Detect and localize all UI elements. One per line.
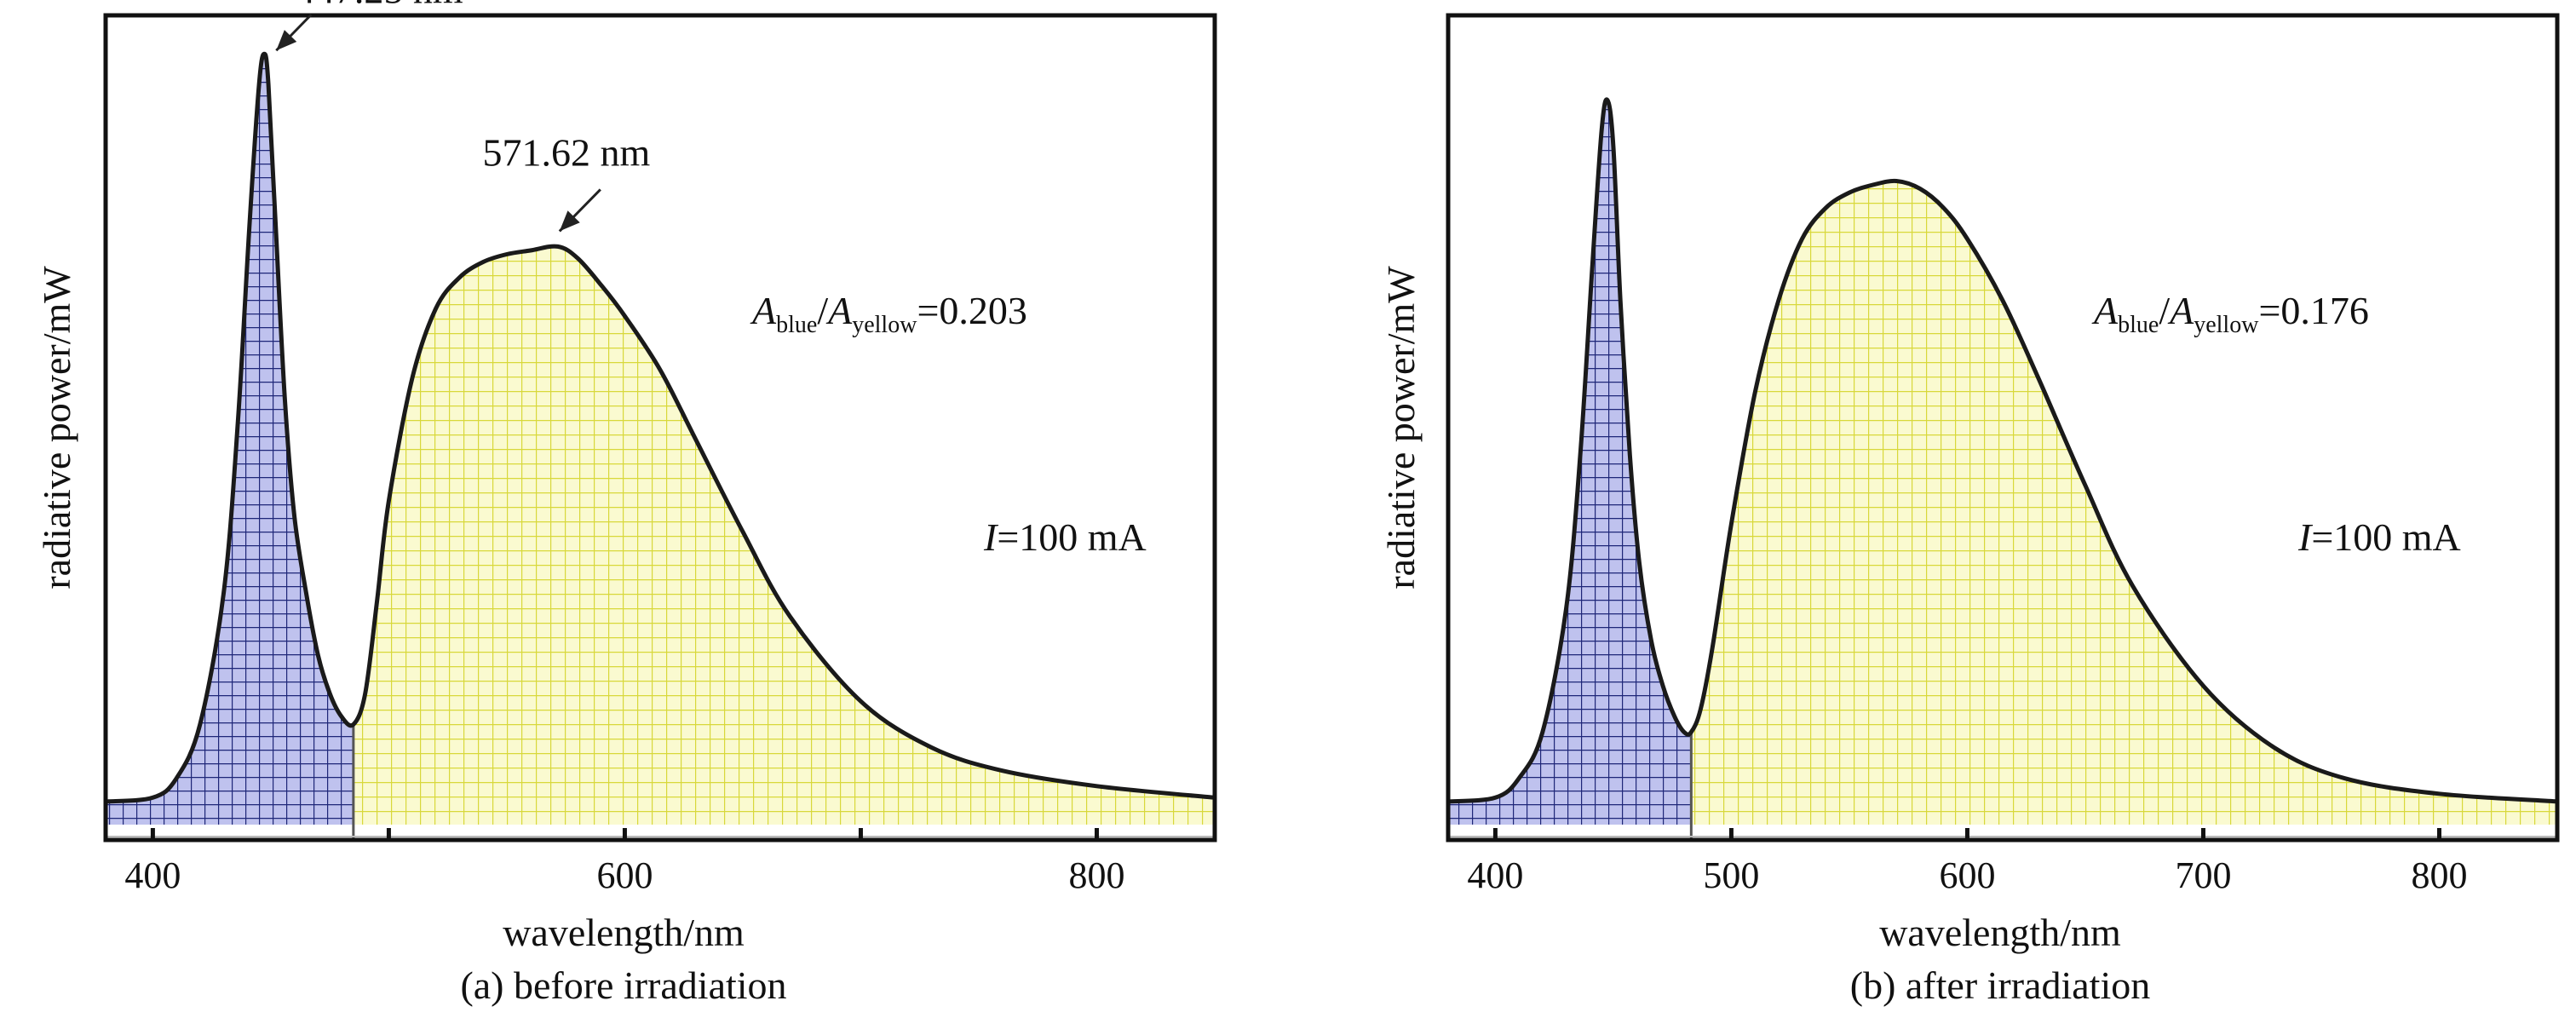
x-tick-label: 400 xyxy=(1467,854,1523,896)
current-label-a: I=100 mA xyxy=(983,515,1147,559)
current-value-b: =100 mA xyxy=(2311,515,2460,559)
blue-emission-area xyxy=(1448,99,1692,825)
spectrum-line xyxy=(1447,97,2558,804)
ratio-denominator-subscript-b: yellow xyxy=(2194,312,2259,338)
ratio-value-a: =0.203 xyxy=(917,289,1026,332)
chart-panel-a: 400 600 800 447.25 nm 571.62 nm radiative p… xyxy=(35,0,1217,1007)
ratio-numerator-subscript-b: blue xyxy=(2118,312,2159,338)
ratio-value-b: =0.176 xyxy=(2258,289,2368,332)
plot-frame-b xyxy=(1446,13,2560,843)
x-tick-label: 500 xyxy=(1703,854,1759,896)
area-ratio-label-a: Ablue/Ayellow=0.203 xyxy=(750,289,1027,338)
x-tick-label: 700 xyxy=(2175,854,2231,896)
area-ratio-label-b: Ablue/Ayellow=0.176 xyxy=(2091,289,2369,338)
x-tick-label: 800 xyxy=(1068,854,1124,896)
ratio-denominator-symbol-a: A xyxy=(825,289,853,332)
ratio-numerator-symbol-a: A xyxy=(750,289,777,332)
x-tick-label: 400 xyxy=(124,854,181,896)
arrow-head xyxy=(559,210,580,232)
current-label-b: I=100 mA xyxy=(2297,515,2461,559)
yellow-emission-area xyxy=(1691,181,2557,825)
peak-annotation: 447.25 nm xyxy=(296,0,463,11)
ratio-denominator-subscript-a: yellow xyxy=(852,312,917,338)
arrow-head xyxy=(276,30,297,51)
ratio-numerator-symbol-b: A xyxy=(2091,289,2119,332)
x-tick-label: 600 xyxy=(596,854,653,896)
ratio-denominator-symbol-b: A xyxy=(2167,289,2194,332)
peak-annotation: 571.62 nm xyxy=(482,130,650,174)
y-axis-title-b: radiative power/mW xyxy=(1379,266,1423,590)
current-value-a: =100 mA xyxy=(997,515,1146,559)
current-symbol-a: I xyxy=(983,515,999,559)
plot-frame-a xyxy=(103,13,1217,843)
caption-a: (a) before irradiation xyxy=(460,963,786,1007)
ratio-slash-b: / xyxy=(2159,289,2170,332)
y-axis-title-a: radiative power/mW xyxy=(35,266,78,590)
chart-panel-b: 400 500 600 700 800 radiative power/mW wavel… xyxy=(1379,13,2560,1007)
current-symbol-b: I xyxy=(2297,515,2314,559)
x-axis-title-b: wavelength/nm xyxy=(1879,911,2121,954)
ratio-slash-a: / xyxy=(817,289,828,332)
ratio-numerator-subscript-a: blue xyxy=(776,312,817,338)
x-tick-label: 800 xyxy=(2411,854,2467,896)
spectrum-line xyxy=(105,51,1216,804)
blue-emission-area xyxy=(106,54,354,825)
caption-b: (b) after irradiation xyxy=(1850,963,2150,1007)
yellow-emission-area xyxy=(353,246,1215,825)
x-tick-label: 600 xyxy=(1939,854,1995,896)
x-axis-title-a: wavelength/nm xyxy=(503,911,745,954)
